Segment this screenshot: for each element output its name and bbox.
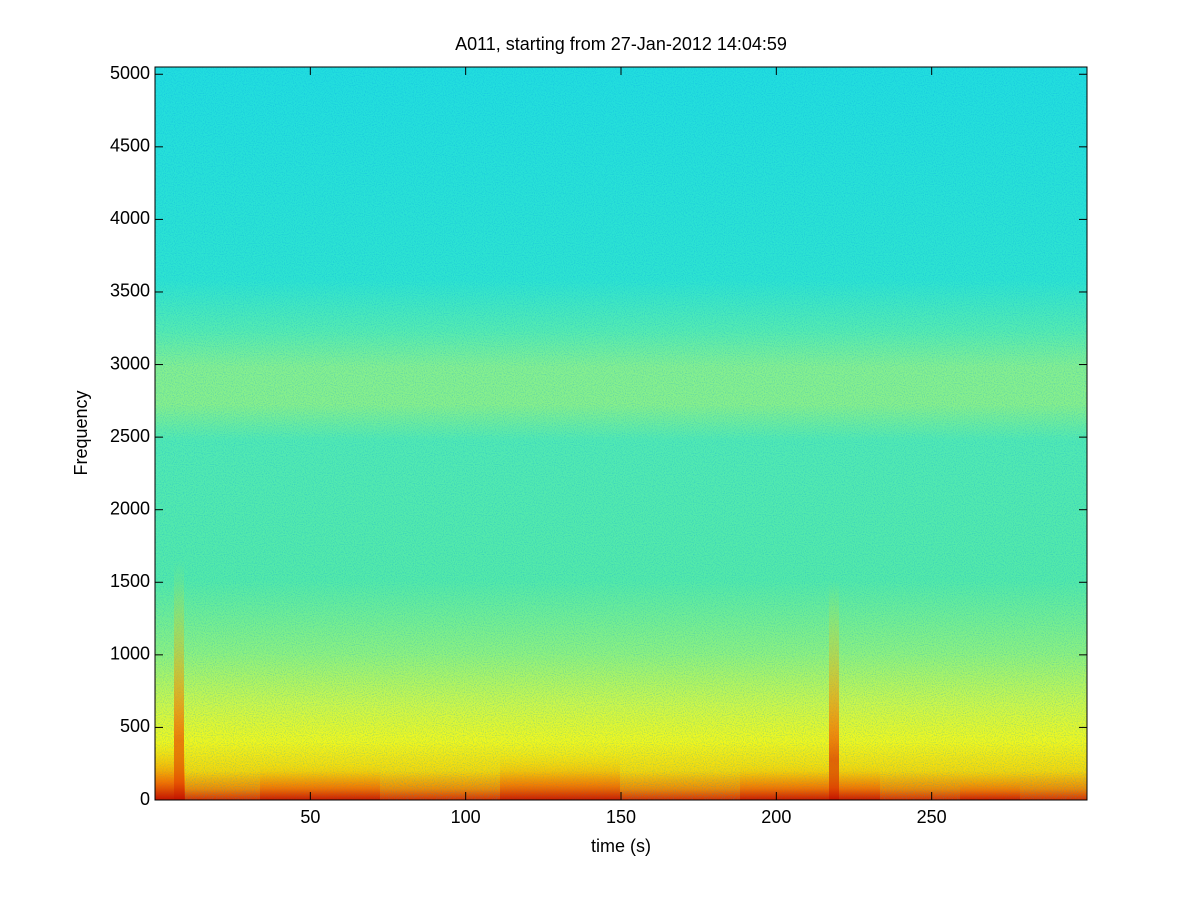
y-tick-label: 500 [120,716,150,736]
y-tick-label: 4500 [110,136,150,156]
chart-title: A011, starting from 27-Jan-2012 14:04:59 [455,34,787,54]
x-tick-label: 250 [917,807,947,827]
x-tick-label: 50 [300,807,320,827]
spectrogram-image [155,67,1087,800]
x-tick-label: 200 [761,807,791,827]
y-tick-label: 1000 [110,644,150,664]
y-tick-label: 2500 [110,426,150,446]
x-tick-label: 100 [451,807,481,827]
y-axis-label: Frequency [71,390,91,475]
y-tick-label: 3000 [110,353,150,373]
x-axis-label: time (s) [591,836,651,856]
y-tick-label: 4000 [110,208,150,228]
y-tick-label: 3500 [110,281,150,301]
y-tick-label: 2000 [110,498,150,518]
x-tick-label: 150 [606,807,636,827]
y-tick-label: 0 [140,789,150,809]
y-tick-label: 5000 [110,63,150,83]
y-tick-label: 1500 [110,571,150,591]
